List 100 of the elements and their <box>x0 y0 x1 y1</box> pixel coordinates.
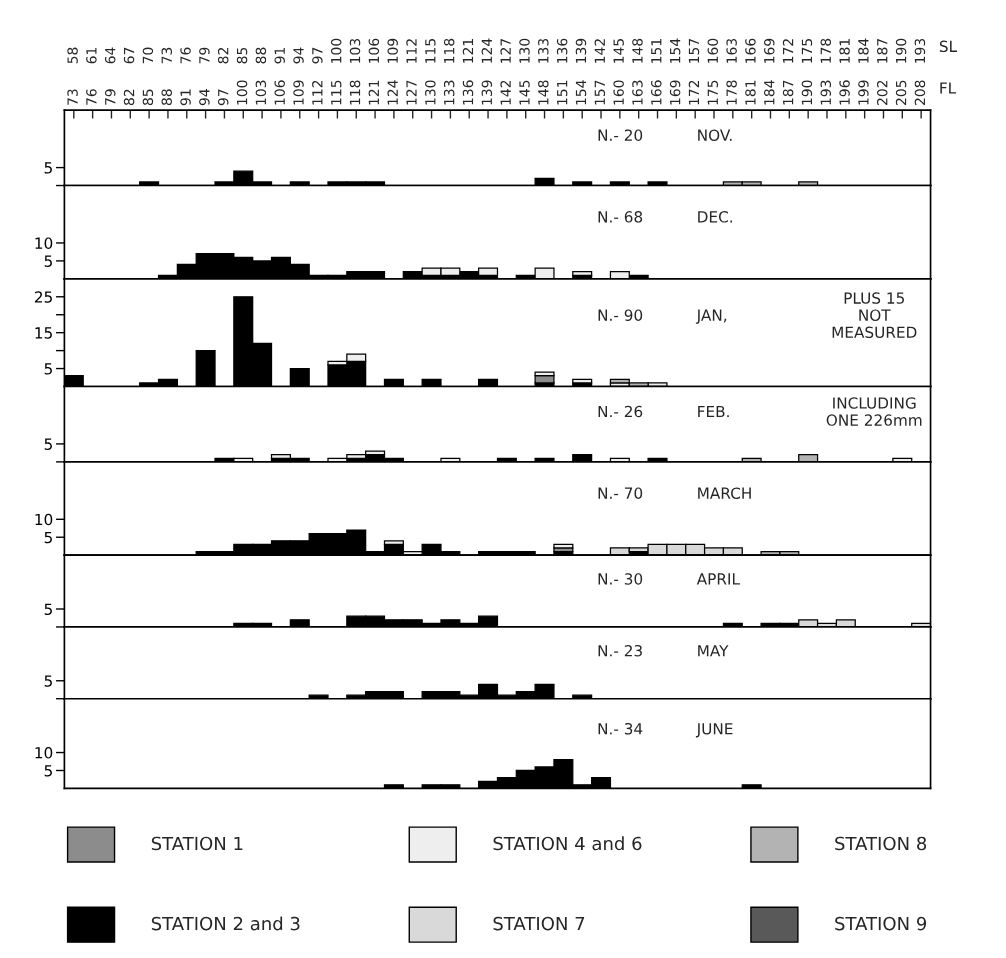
x-tick-label: 76 <box>86 89 97 105</box>
x-tick-label: 133 <box>443 80 455 105</box>
x2-tick-label: 94 <box>293 47 304 64</box>
x-tick-label: 124 <box>387 80 398 105</box>
x2-tick-label: 124 <box>481 38 492 63</box>
x2-tick-label: 58 <box>67 47 78 64</box>
y-tick-label: 10 <box>35 237 53 249</box>
x-tick-label: 160 <box>613 80 624 105</box>
y-tick-label: 10 <box>35 513 53 526</box>
annotation: N.- 20 <box>598 129 643 141</box>
annotation: JAN, <box>695 309 727 324</box>
x-tick-label: 151 <box>557 80 568 105</box>
annotation: MARCH <box>698 487 751 499</box>
x2-tick-label: 88 <box>255 47 267 64</box>
x-tick-label: 112 <box>312 80 323 105</box>
x-tick-label: 97 <box>217 89 229 106</box>
x2-tick-label: 187 <box>877 39 888 63</box>
y-tick-label: 5 <box>44 438 52 450</box>
x2-tick-label: 193 <box>914 38 926 63</box>
legend-label: STATION 4 and 6 <box>493 836 642 851</box>
annotation: NOV. <box>698 129 732 141</box>
legend-label: STATION 7 <box>493 916 585 931</box>
x2-tick-label: 103 <box>349 38 361 63</box>
x-tick-label: 136 <box>462 80 474 105</box>
x-tick-label: 202 <box>877 80 888 105</box>
x2-tick-label: 130 <box>519 38 530 63</box>
x-tick-label: 205 <box>895 80 907 105</box>
x2-tick-label: 148 <box>632 38 643 63</box>
x-tick-label: 73 <box>67 89 78 105</box>
x-tick-label: 85 <box>142 89 154 106</box>
annotation: PLUS 15 NOT MEASURED <box>832 292 917 339</box>
y-tick-label: 5 <box>44 603 52 616</box>
x-tick-label: 103 <box>255 80 267 105</box>
x2-axis-title: SL <box>939 40 958 53</box>
x2-tick-label: 79 <box>199 47 210 64</box>
x2-tick-label: 172 <box>782 39 794 63</box>
x-tick-label: 145 <box>519 80 530 105</box>
x-tick-label: 106 <box>274 80 285 105</box>
x-tick-label: 196 <box>839 80 850 105</box>
y-tick-label: 5 <box>44 162 52 174</box>
annotation: N.- 34 <box>598 722 643 735</box>
y-tick-label: 25 <box>34 291 52 303</box>
x2-tick-label: 166 <box>745 38 756 63</box>
x-tick-label: 130 <box>425 80 436 105</box>
x2-tick-label: 169 <box>764 38 775 63</box>
legend-label: STATION 1 <box>151 836 243 851</box>
x-tick-label: 184 <box>764 80 775 105</box>
x2-tick-label: 154 <box>670 38 681 63</box>
x-tick-label: 166 <box>651 80 662 105</box>
x2-tick-label: 175 <box>801 39 813 63</box>
x-tick-label: 88 <box>161 89 172 106</box>
x-tick-label: 121 <box>368 80 379 105</box>
y-tick-label: 10 <box>35 747 53 759</box>
x-tick-label: 154 <box>575 80 587 105</box>
x2-tick-label: 145 <box>613 39 624 63</box>
x-tick-label: 199 <box>858 80 869 105</box>
x2-tick-label: 61 <box>86 47 97 64</box>
x2-tick-label: 97 <box>312 47 323 64</box>
annotation: APRIL <box>696 573 740 585</box>
x2-tick-label: 181 <box>839 39 850 63</box>
annotation: INCLUDING ONE 226mm <box>826 397 922 426</box>
x-tick-label: 82 <box>123 89 135 106</box>
x2-tick-label: 100 <box>330 38 342 63</box>
x-tick-label: 118 <box>349 80 361 105</box>
x2-tick-label: 73 <box>161 47 172 64</box>
x2-tick-label: 91 <box>274 47 285 64</box>
x-tick-label: 157 <box>594 80 606 105</box>
x2-tick-label: 64 <box>104 47 116 64</box>
legend-label: STATION 9 <box>835 916 927 931</box>
x2-tick-label: 115 <box>425 39 436 63</box>
x2-tick-label: 142 <box>594 39 605 63</box>
annotation: DEC. <box>698 211 732 223</box>
annotation: N.- 70 <box>598 487 643 499</box>
x-tick-label: 190 <box>801 80 813 105</box>
annotation: JUNE <box>695 723 733 738</box>
x-tick-label: 193 <box>820 80 832 105</box>
annotation: N.- 23 <box>598 644 642 657</box>
x2-tick-label: 106 <box>368 38 380 63</box>
x-tick-label: 178 <box>726 80 737 105</box>
x2-tick-label: 76 <box>180 47 191 64</box>
x2-tick-label: 85 <box>236 47 248 64</box>
x-tick-label: 94 <box>199 89 210 106</box>
x-tick-label: 79 <box>104 89 116 105</box>
x-tick-label: 175 <box>707 80 719 105</box>
x2-tick-label: 190 <box>895 38 907 63</box>
x-tick-label: 115 <box>331 80 342 105</box>
x-tick-label: 181 <box>745 80 756 105</box>
y-tick-label: 5 <box>44 363 52 375</box>
x2-tick-label: 112 <box>406 39 417 63</box>
x2-tick-label: 127 <box>500 39 511 63</box>
x2-tick-label: 136 <box>556 38 568 63</box>
x2-tick-label: 67 <box>123 47 135 64</box>
x-tick-label: 169 <box>669 80 681 105</box>
x-tick-label: 148 <box>538 80 549 105</box>
annotation: N.- 30 <box>598 573 643 585</box>
y-tick-label: 5 <box>44 765 52 777</box>
x2-tick-label: 118 <box>443 38 455 63</box>
x-tick-label: 163 <box>632 80 643 105</box>
x2-tick-label: 160 <box>707 38 719 63</box>
legend-label: STATION 2 and 3 <box>151 916 300 931</box>
